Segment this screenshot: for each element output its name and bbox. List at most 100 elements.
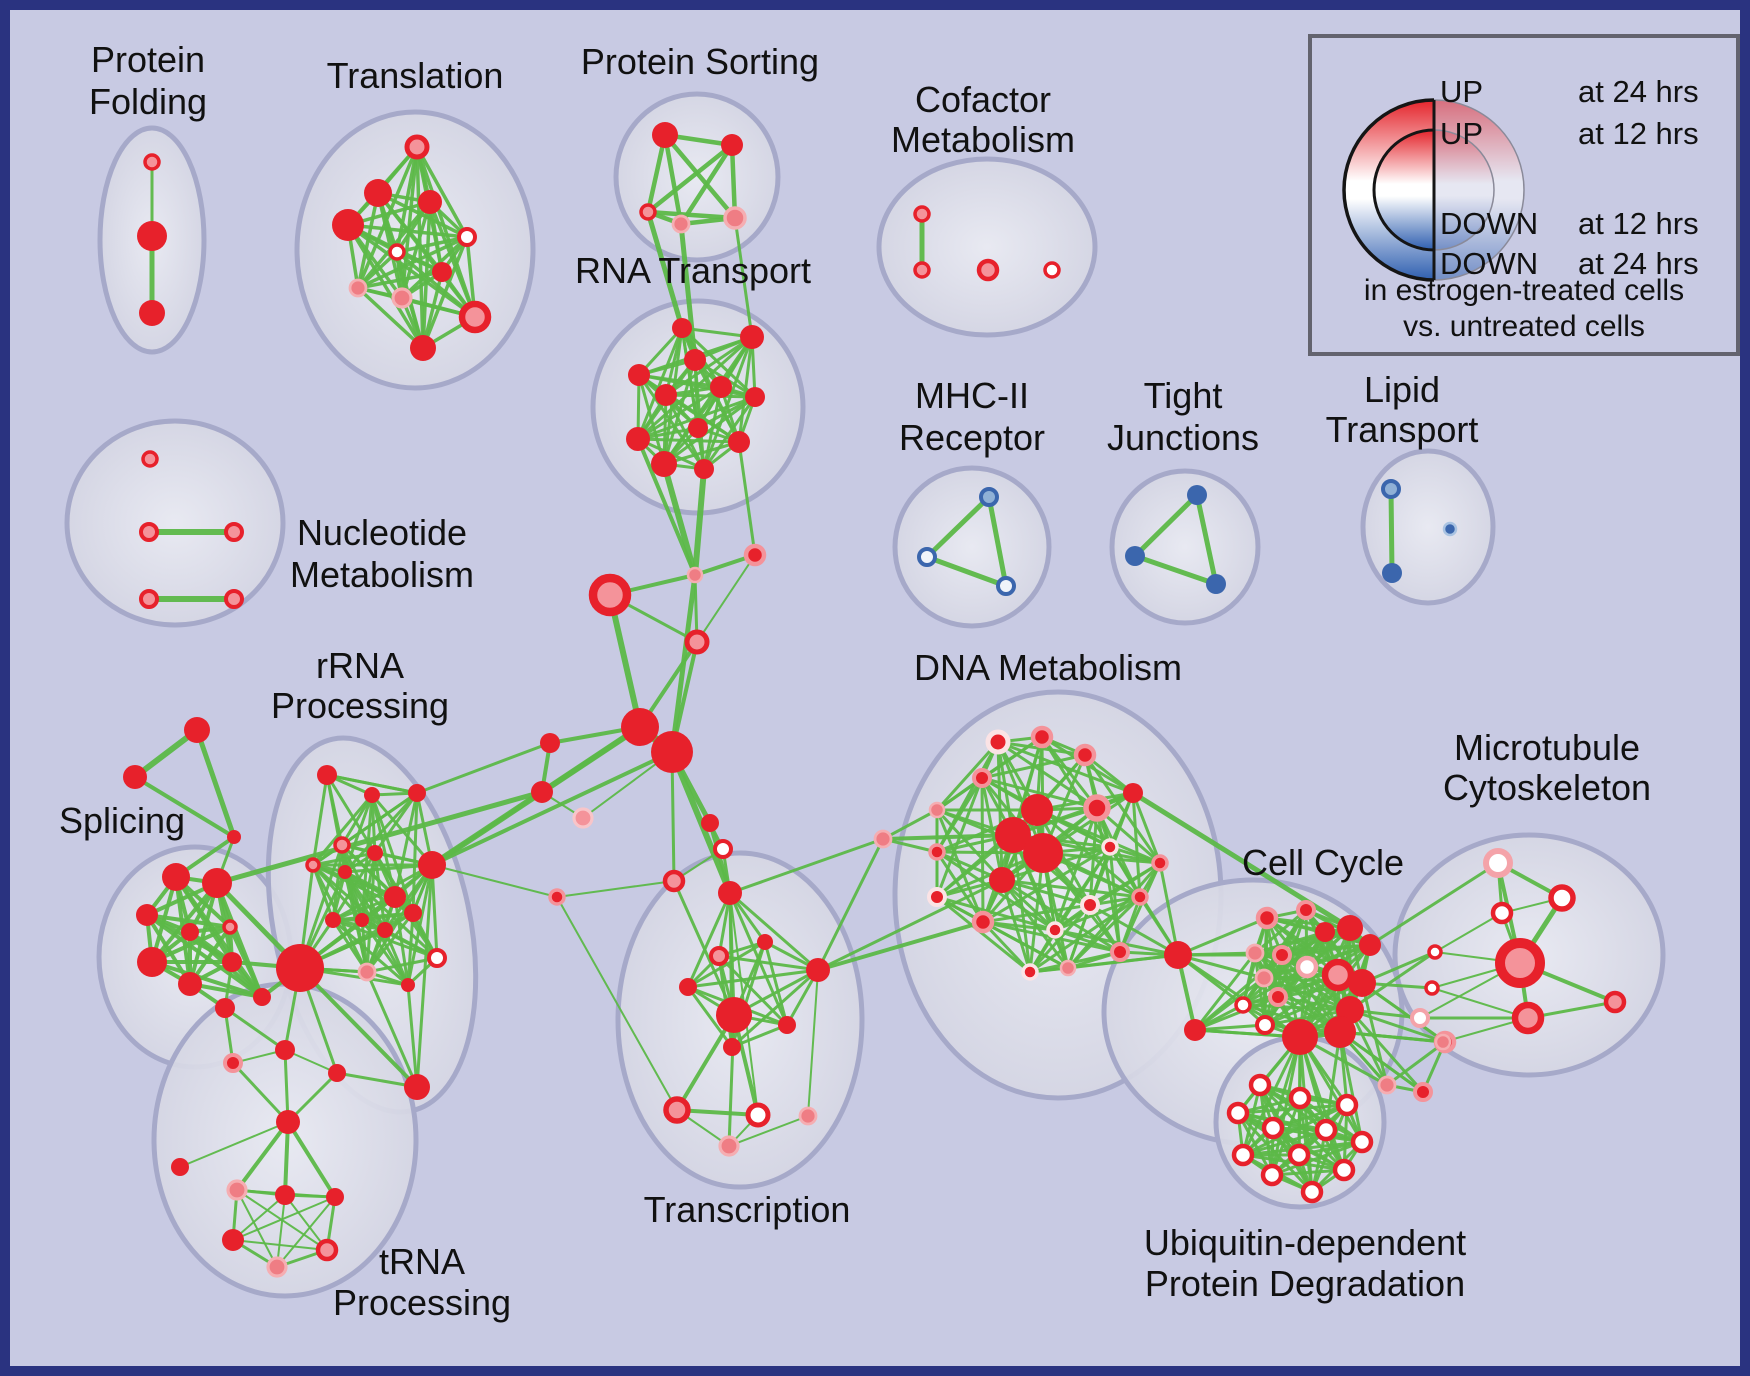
- rna-transport-node-6[interactable]: [745, 387, 765, 407]
- dna-metabolism-node-20[interactable]: [1021, 963, 1039, 981]
- translation-node-3[interactable]: [332, 209, 364, 241]
- cell-cycle-node-4[interactable]: [1359, 934, 1381, 956]
- rrna-processing-node-3[interactable]: [333, 836, 351, 854]
- microtubule-cytoskeleton-node-3[interactable]: [1427, 944, 1443, 960]
- dna-metabolism-node-0[interactable]: [985, 729, 1011, 755]
- dna-metabolism-node-12[interactable]: [928, 843, 946, 861]
- translation-node-9[interactable]: [458, 300, 492, 334]
- ubiquitin-degradation-node-6[interactable]: [1350, 1130, 1374, 1154]
- ubiquitin-degradation-node-5[interactable]: [1314, 1118, 1338, 1142]
- nucleotide-metabolism-node-3[interactable]: [139, 589, 159, 609]
- cell-cycle-node-11[interactable]: [1268, 987, 1288, 1007]
- rna-transport-node-4[interactable]: [655, 384, 677, 406]
- cell-cycle-node-12[interactable]: [1234, 996, 1252, 1014]
- translation-node-8[interactable]: [391, 287, 413, 309]
- rrna-processing-node-10[interactable]: [355, 913, 369, 927]
- rrna-processing-node-9[interactable]: [325, 912, 341, 928]
- ubiquitin-degradation-node-0[interactable]: [1248, 1073, 1272, 1097]
- translation-node-2[interactable]: [418, 190, 442, 214]
- translation-node-7[interactable]: [348, 278, 368, 298]
- rrna-processing-node-8[interactable]: [384, 886, 406, 908]
- rrna-processing-node-16[interactable]: [404, 1074, 430, 1100]
- dna-metabolism-node-15[interactable]: [971, 910, 995, 934]
- cell-cycle-node-18[interactable]: [1377, 1075, 1397, 1095]
- translation-node-0[interactable]: [404, 134, 430, 160]
- mhc-ii-receptor-node-0[interactable]: [979, 487, 999, 507]
- rrna-processing-node-15[interactable]: [401, 978, 415, 992]
- splicing-node-5[interactable]: [137, 947, 167, 977]
- transcription-node-11[interactable]: [718, 1135, 740, 1157]
- ubiquitin-degradation-node-7[interactable]: [1231, 1143, 1255, 1167]
- rrna-processing-node-11[interactable]: [377, 922, 393, 938]
- cell-cycle-node-9[interactable]: [1348, 969, 1376, 997]
- dna-metabolism-node-10[interactable]: [1101, 838, 1119, 856]
- ubiquitin-degradation-node-10[interactable]: [1260, 1163, 1284, 1187]
- rrna-processing-node-13[interactable]: [427, 948, 447, 968]
- translation-node-6[interactable]: [432, 262, 452, 282]
- dna-metabolism-node-8[interactable]: [1023, 833, 1063, 873]
- trna-processing-node-4[interactable]: [276, 1110, 300, 1134]
- microtubule-cytoskeleton-node-7[interactable]: [1511, 1001, 1545, 1035]
- transcription-node-8[interactable]: [663, 1096, 691, 1124]
- rna-transport-node-1[interactable]: [740, 325, 764, 349]
- protein-sorting-node-2[interactable]: [639, 203, 657, 221]
- protein-sorting-node-3[interactable]: [671, 214, 691, 234]
- ubiquitin-degradation-node-9[interactable]: [1332, 1158, 1356, 1182]
- microtubule-cytoskeleton-node-0[interactable]: [1483, 848, 1513, 878]
- cell-cycle-node-14[interactable]: [1255, 1015, 1275, 1035]
- triangle-node-0[interactable]: [184, 717, 210, 743]
- dna-metabolism-node-5[interactable]: [1123, 783, 1143, 803]
- translation-node-1[interactable]: [364, 179, 392, 207]
- trna-processing-node-2[interactable]: [275, 1040, 295, 1060]
- cofactor-metabolism-node-3[interactable]: [1043, 261, 1061, 279]
- dna-metabolism-node-7[interactable]: [995, 817, 1031, 853]
- protein-folding-node-0[interactable]: [143, 153, 161, 171]
- splicing-node-4[interactable]: [222, 919, 238, 935]
- protein-folding-node-1[interactable]: [137, 221, 167, 251]
- dna-metabolism-node-21[interactable]: [1059, 959, 1077, 977]
- microtubule-cytoskeleton-node-5[interactable]: [1424, 980, 1440, 996]
- chain-node-5[interactable]: [651, 731, 693, 773]
- lipid-transport-node-0[interactable]: [1381, 479, 1401, 499]
- trna-processing-node-1[interactable]: [223, 1053, 243, 1073]
- dna-metabolism-node-3[interactable]: [972, 768, 992, 788]
- ubiquitin-degradation-node-8[interactable]: [1287, 1143, 1311, 1167]
- nucleotide-metabolism-node-0[interactable]: [141, 450, 159, 468]
- ubiquitin-degradation-node-3[interactable]: [1226, 1101, 1250, 1125]
- splicing-node-6[interactable]: [222, 952, 242, 972]
- protein-sorting-node-4[interactable]: [723, 206, 747, 230]
- dna-metabolism-node-17[interactable]: [1080, 895, 1100, 915]
- rna-transport-node-8[interactable]: [626, 427, 650, 451]
- splicing-node-8[interactable]: [253, 988, 271, 1006]
- chain-node-3[interactable]: [684, 629, 710, 655]
- trna-processing-node-5[interactable]: [171, 1158, 189, 1176]
- cofactor-metabolism-node-1[interactable]: [913, 261, 931, 279]
- cell-cycle-node-19[interactable]: [1413, 1082, 1433, 1102]
- cell-cycle-node-17[interactable]: [1324, 1016, 1356, 1048]
- chain-node-13[interactable]: [873, 829, 893, 849]
- chain-node-1[interactable]: [686, 566, 704, 584]
- ubiquitin-degradation-node-4[interactable]: [1261, 1116, 1285, 1140]
- ubiquitin-degradation-node-2[interactable]: [1335, 1093, 1359, 1117]
- transcription-node-9[interactable]: [745, 1102, 771, 1128]
- translation-node-4[interactable]: [457, 227, 477, 247]
- dna-metabolism-node-22[interactable]: [1164, 941, 1192, 969]
- lipid-transport-node-1[interactable]: [1382, 563, 1402, 583]
- microtubule-cytoskeleton-node-2[interactable]: [1490, 901, 1514, 925]
- cell-cycle-node-10[interactable]: [1254, 968, 1274, 988]
- protein-sorting-node-1[interactable]: [721, 134, 743, 156]
- cofactor-metabolism-node-0[interactable]: [913, 205, 931, 223]
- trna-processing-node-6[interactable]: [226, 1179, 248, 1201]
- transcription-node-3[interactable]: [806, 958, 830, 982]
- chain-node-4[interactable]: [621, 708, 659, 746]
- rrna-processing-node-5[interactable]: [367, 845, 383, 861]
- nucleotide-metabolism-node-2[interactable]: [224, 522, 244, 542]
- microtubule-cytoskeleton-node-6[interactable]: [1410, 1008, 1430, 1028]
- splicing-node-3[interactable]: [181, 923, 199, 941]
- protein-folding-node-2[interactable]: [139, 300, 165, 326]
- rna-transport-node-9[interactable]: [728, 431, 750, 453]
- dna-metabolism-node-2[interactable]: [1073, 743, 1097, 767]
- rna-transport-node-11[interactable]: [694, 459, 714, 479]
- tight-junctions-node-0[interactable]: [1187, 485, 1207, 505]
- trna-processing-node-8[interactable]: [326, 1188, 344, 1206]
